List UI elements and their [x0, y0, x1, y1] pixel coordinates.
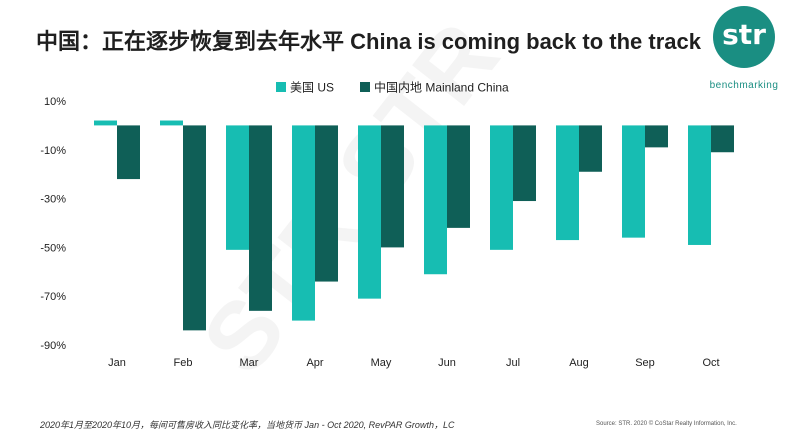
footnote: 2020年1月至2020年10月，每间可售房收入同比变化率，当地货币 Jan -… — [40, 420, 455, 430]
china-bar-apr — [315, 125, 338, 282]
legend-label: 美国 US — [290, 81, 334, 95]
china-bar-aug — [579, 125, 602, 172]
legend-label: 中国内地 Mainland China — [374, 80, 509, 95]
china-bar-feb — [183, 125, 206, 331]
us-bar-jul — [490, 125, 513, 250]
y-axis: 10% -10% -30% -50% -70% -90% — [40, 96, 66, 352]
legend: 美国 US 中国内地 Mainland China — [276, 80, 509, 95]
str-logo: str benchmarking — [704, 6, 784, 106]
y-tick-label: -90% — [40, 340, 66, 352]
bars — [94, 120, 734, 331]
china-bar-sep — [645, 125, 668, 148]
logo-mark: str — [713, 6, 775, 68]
x-tick-label: May — [371, 357, 392, 369]
x-tick-label: Mar — [240, 357, 259, 369]
x-tick-label: Jan — [108, 357, 126, 369]
x-axis: Jan Feb Mar Apr May Jun Jul Aug Sep Oct — [108, 357, 719, 369]
x-tick-label: Jul — [506, 357, 520, 369]
x-tick-label: Apr — [306, 357, 323, 369]
us-bar-may — [358, 125, 381, 299]
source-note: Source: STR. 2020 © CoStar Realty Inform… — [596, 421, 737, 427]
y-tick-label: -50% — [40, 242, 66, 254]
us-bar-feb — [160, 120, 183, 126]
us-bar-mar — [226, 125, 249, 250]
y-tick-label: -30% — [40, 194, 66, 206]
x-tick-label: Sep — [635, 357, 655, 369]
y-tick-label: -10% — [40, 145, 66, 157]
y-tick-label: -70% — [40, 291, 66, 303]
x-tick-label: Oct — [702, 357, 719, 369]
us-bar-aug — [556, 125, 579, 241]
x-tick-label: Aug — [569, 357, 589, 369]
us-bar-oct — [688, 125, 711, 245]
us-bar-jun — [424, 125, 447, 275]
china-bar-jul — [513, 125, 536, 202]
us-bar-apr — [292, 125, 315, 321]
x-tick-label: Jun — [438, 357, 456, 369]
china-bar-oct — [711, 125, 734, 153]
china-bar-may — [381, 125, 404, 248]
china-bar-jun — [447, 125, 470, 228]
us-bar-jan — [94, 120, 117, 126]
logo-subtitle: benchmarking — [709, 80, 779, 91]
legend-swatch — [276, 82, 286, 92]
y-tick-label: 10% — [44, 96, 66, 108]
china-bar-jan — [117, 125, 140, 180]
china-bar-mar — [249, 125, 272, 311]
x-tick-label: Feb — [174, 357, 193, 369]
us-bar-sep — [622, 125, 645, 238]
chart-title: 中国：正在逐步恢复到去年水平 China is coming back to t… — [36, 29, 701, 54]
legend-swatch — [360, 82, 370, 92]
